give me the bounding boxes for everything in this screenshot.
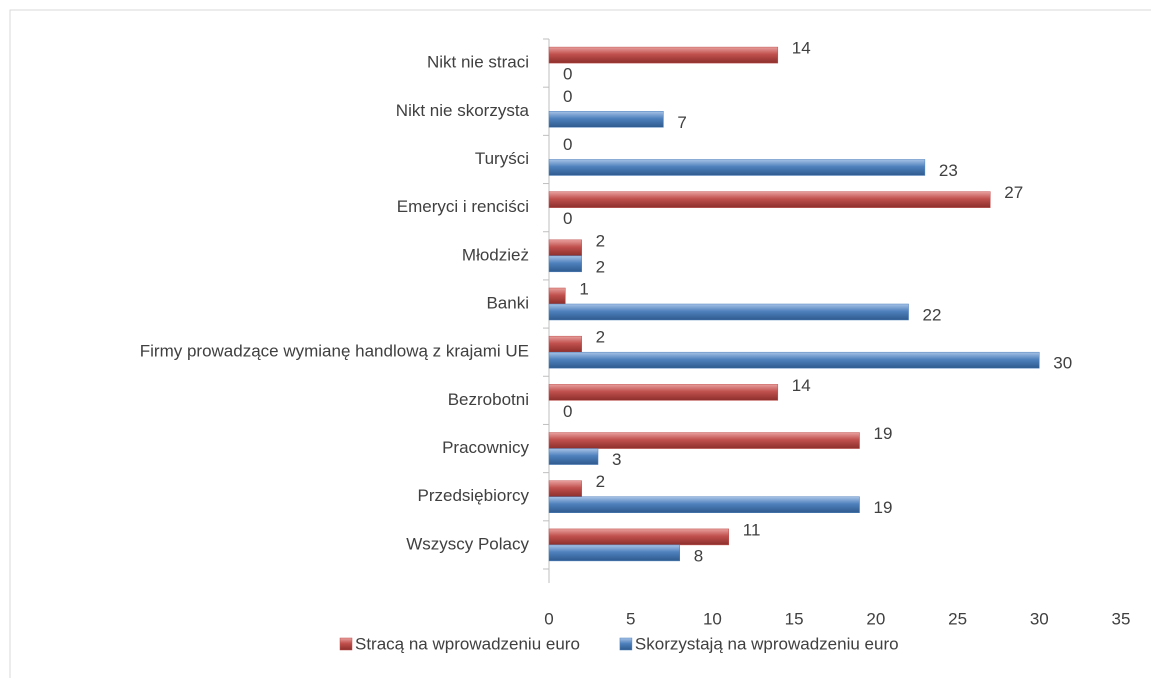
- data-label: 22: [923, 305, 942, 324]
- bar: [548, 303, 909, 321]
- bar: [548, 111, 664, 128]
- y-tick-label: Emeryci i renciści: [397, 197, 529, 216]
- legend-label: Stracą na wprowadzeniu euro: [355, 634, 580, 653]
- x-tick-label: 20: [866, 609, 885, 628]
- data-label: 7: [677, 113, 686, 132]
- x-tick-label: 5: [626, 609, 635, 628]
- y-tick-label: Wszyscy Polacy: [406, 534, 529, 553]
- data-label: 1: [579, 279, 588, 298]
- data-label: 19: [874, 498, 893, 517]
- data-label: 14: [792, 376, 811, 395]
- bar: [548, 191, 991, 208]
- data-label: 11: [743, 520, 761, 539]
- legend-swatch: [339, 637, 353, 651]
- data-label: 8: [694, 546, 703, 565]
- chart-border: [9, 9, 1151, 678]
- bar: [548, 46, 779, 64]
- data-label: 2: [596, 472, 605, 491]
- y-tick-label: Pracownicy: [442, 438, 529, 457]
- data-label: 3: [612, 450, 621, 469]
- bar: [548, 335, 582, 353]
- data-label: 2: [596, 231, 605, 250]
- y-tick-label: Nikt nie skorzysta: [396, 101, 530, 120]
- data-label: 30: [1053, 354, 1072, 373]
- bar: [548, 544, 680, 562]
- bar: [548, 384, 779, 401]
- y-tick-label: Nikt nie straci: [427, 53, 529, 72]
- data-label: 2: [596, 257, 605, 276]
- y-tick-label: Bezrobotni: [448, 390, 529, 409]
- data-label: 0: [563, 402, 572, 421]
- y-tick-label: Banki: [486, 293, 529, 312]
- x-tick-label: 35: [1112, 609, 1131, 628]
- data-label: 19: [874, 424, 893, 443]
- bar: [548, 432, 860, 449]
- y-tick-label: Turyści: [475, 149, 529, 168]
- data-label: 0: [563, 87, 572, 106]
- bar: [548, 255, 582, 273]
- x-tick-label: 15: [785, 609, 804, 628]
- data-label: 0: [563, 135, 572, 154]
- legend-label: Skorzystają na wprowadzeniu euro: [635, 634, 899, 653]
- bar: [548, 496, 860, 513]
- data-label: 0: [563, 209, 572, 228]
- y-tick-label: Firmy prowadzące wymianę handlową z kraj…: [140, 342, 529, 361]
- y-tick-label: Młodzież: [462, 245, 529, 264]
- legend-swatch: [619, 637, 633, 651]
- data-label: 27: [1004, 183, 1023, 202]
- data-label: 14: [792, 39, 811, 58]
- data-label: 2: [596, 328, 605, 347]
- bar: [548, 159, 926, 176]
- bar: [548, 239, 582, 257]
- y-tick-label: Przedsiębiorcy: [418, 486, 530, 505]
- bar: [548, 448, 599, 465]
- x-tick-label: 0: [544, 609, 553, 628]
- data-label: 23: [939, 161, 958, 180]
- bar: [548, 287, 566, 305]
- data-label: 0: [563, 65, 572, 84]
- x-tick-label: 30: [1030, 609, 1049, 628]
- bar: [548, 528, 730, 546]
- x-tick-label: 10: [703, 609, 722, 628]
- x-tick-label: 25: [948, 609, 967, 628]
- bar: [548, 480, 582, 497]
- bar: [548, 351, 1040, 369]
